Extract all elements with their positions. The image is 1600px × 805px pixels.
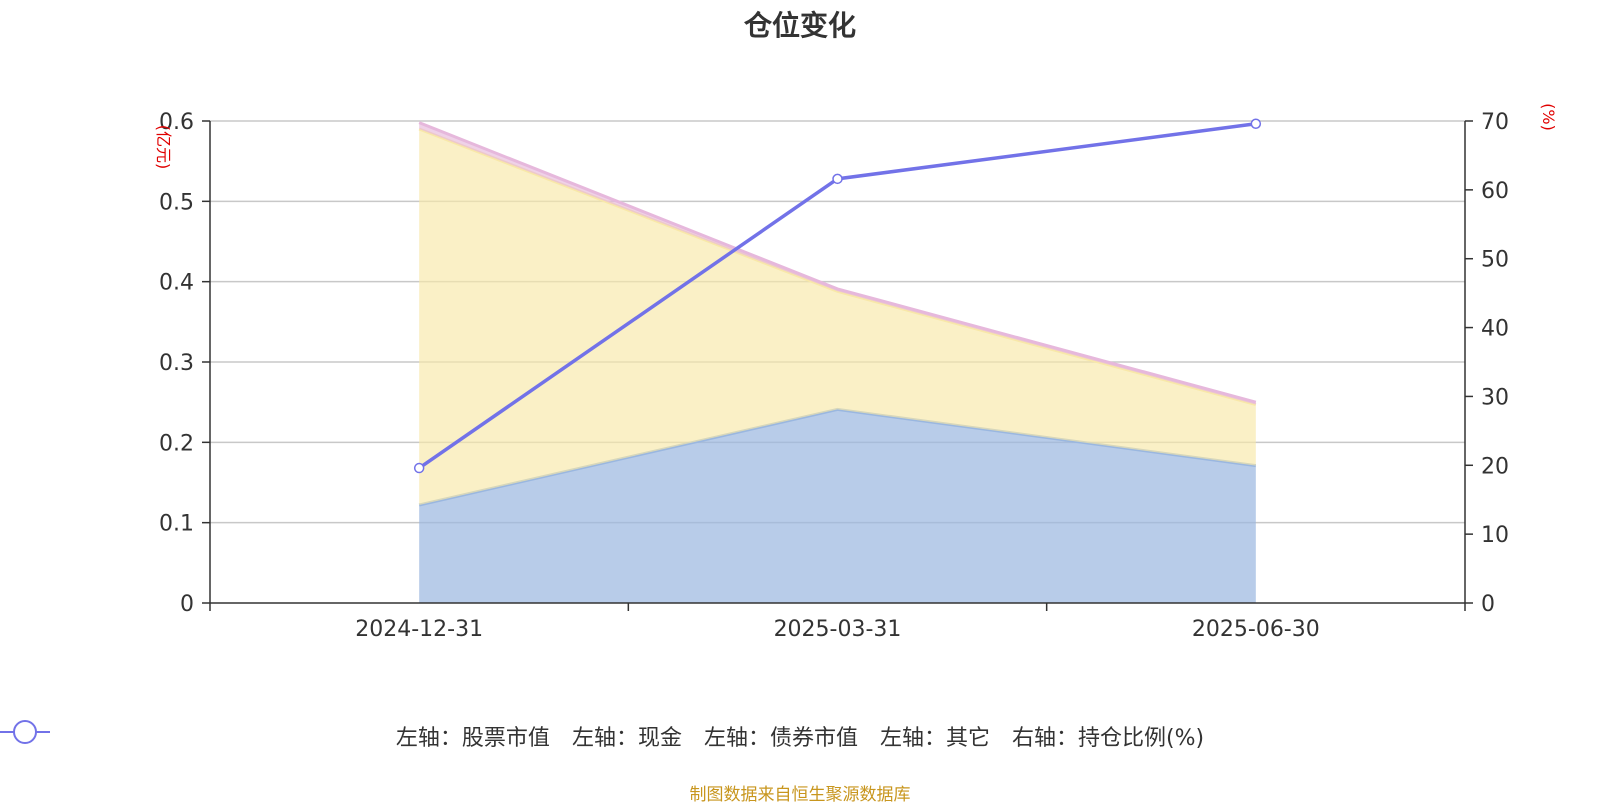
legend: 左轴：股票市值 左轴：现金 左轴：债券市值 左轴：其它 — [0, 720, 1600, 752]
left-axis-tick-label: 0 — [180, 592, 194, 617]
area-line-3 — [418, 121, 1257, 404]
left-axis-unit-label: (亿元) — [154, 125, 173, 170]
left-axis-tick-label: 0.5 — [159, 190, 194, 215]
right-axis-tick-label: 30 — [1481, 385, 1509, 410]
chart-plot: 0 0.1 0.2 0.3 0.4 0.5 0.6 0 10 20 30 40 50 60 70 (亿元) (%… — [154, 103, 1558, 642]
legend-label: 左轴：其它 — [879, 726, 990, 751]
ratio-point — [413, 462, 425, 474]
legend-label: 左轴：股票市值 — [395, 726, 550, 751]
right-axis-tick-label: 40 — [1481, 317, 1509, 342]
right-axis-tick-label: 0 — [1481, 592, 1495, 617]
left-axis-tick-label: 0.3 — [159, 351, 194, 376]
legend-label: 左轴：现金 — [571, 726, 682, 751]
legend-swatch-icon — [0, 720, 50, 744]
legend-item-cash[interactable]: 左轴：现金 — [0, 720, 682, 752]
right-axis-tick-label: 20 — [1481, 454, 1509, 479]
area-1 — [419, 129, 1256, 505]
left-axis-tick-label: 0.2 — [159, 431, 194, 456]
chart-title: 仓位变化 — [743, 9, 856, 42]
left-axis-tick-label: 0.1 — [159, 512, 194, 537]
x-axis-tick-label: 2025-03-31 — [774, 617, 902, 642]
legend-item-other[interactable]: 左轴：其它 — [0, 720, 990, 752]
legend-item-bond[interactable]: 左轴：债券市值 — [0, 720, 858, 752]
left-axis-tick-label: 0.4 — [159, 271, 194, 296]
right-axis-tick-label: 70 — [1481, 110, 1509, 135]
legend-label: 左轴：债券市值 — [703, 726, 858, 751]
ratio-point — [1250, 118, 1262, 130]
right-axis-unit-label: (%) — [1539, 103, 1558, 131]
x-axis-tick-label: 2024-12-31 — [355, 617, 483, 642]
x-axis-tick-label: 2025-06-30 — [1192, 617, 1320, 642]
right-axis-tick-label: 60 — [1481, 179, 1509, 204]
source-note: 制图数据来自恒生聚源数据库 — [689, 785, 911, 805]
ratio-point — [832, 173, 843, 185]
legend-label: 右轴：持仓比例(%) — [1011, 726, 1205, 751]
legend-item-position-ratio[interactable]: 右轴：持仓比例(%) — [0, 720, 1205, 752]
legend-item-stock[interactable]: 左轴：股票市值 — [0, 720, 550, 752]
right-axis-tick-label: 10 — [1481, 523, 1509, 548]
right-axis-tick-label: 50 — [1481, 248, 1509, 273]
left-axis-tick-label: 0.6 — [159, 110, 194, 135]
